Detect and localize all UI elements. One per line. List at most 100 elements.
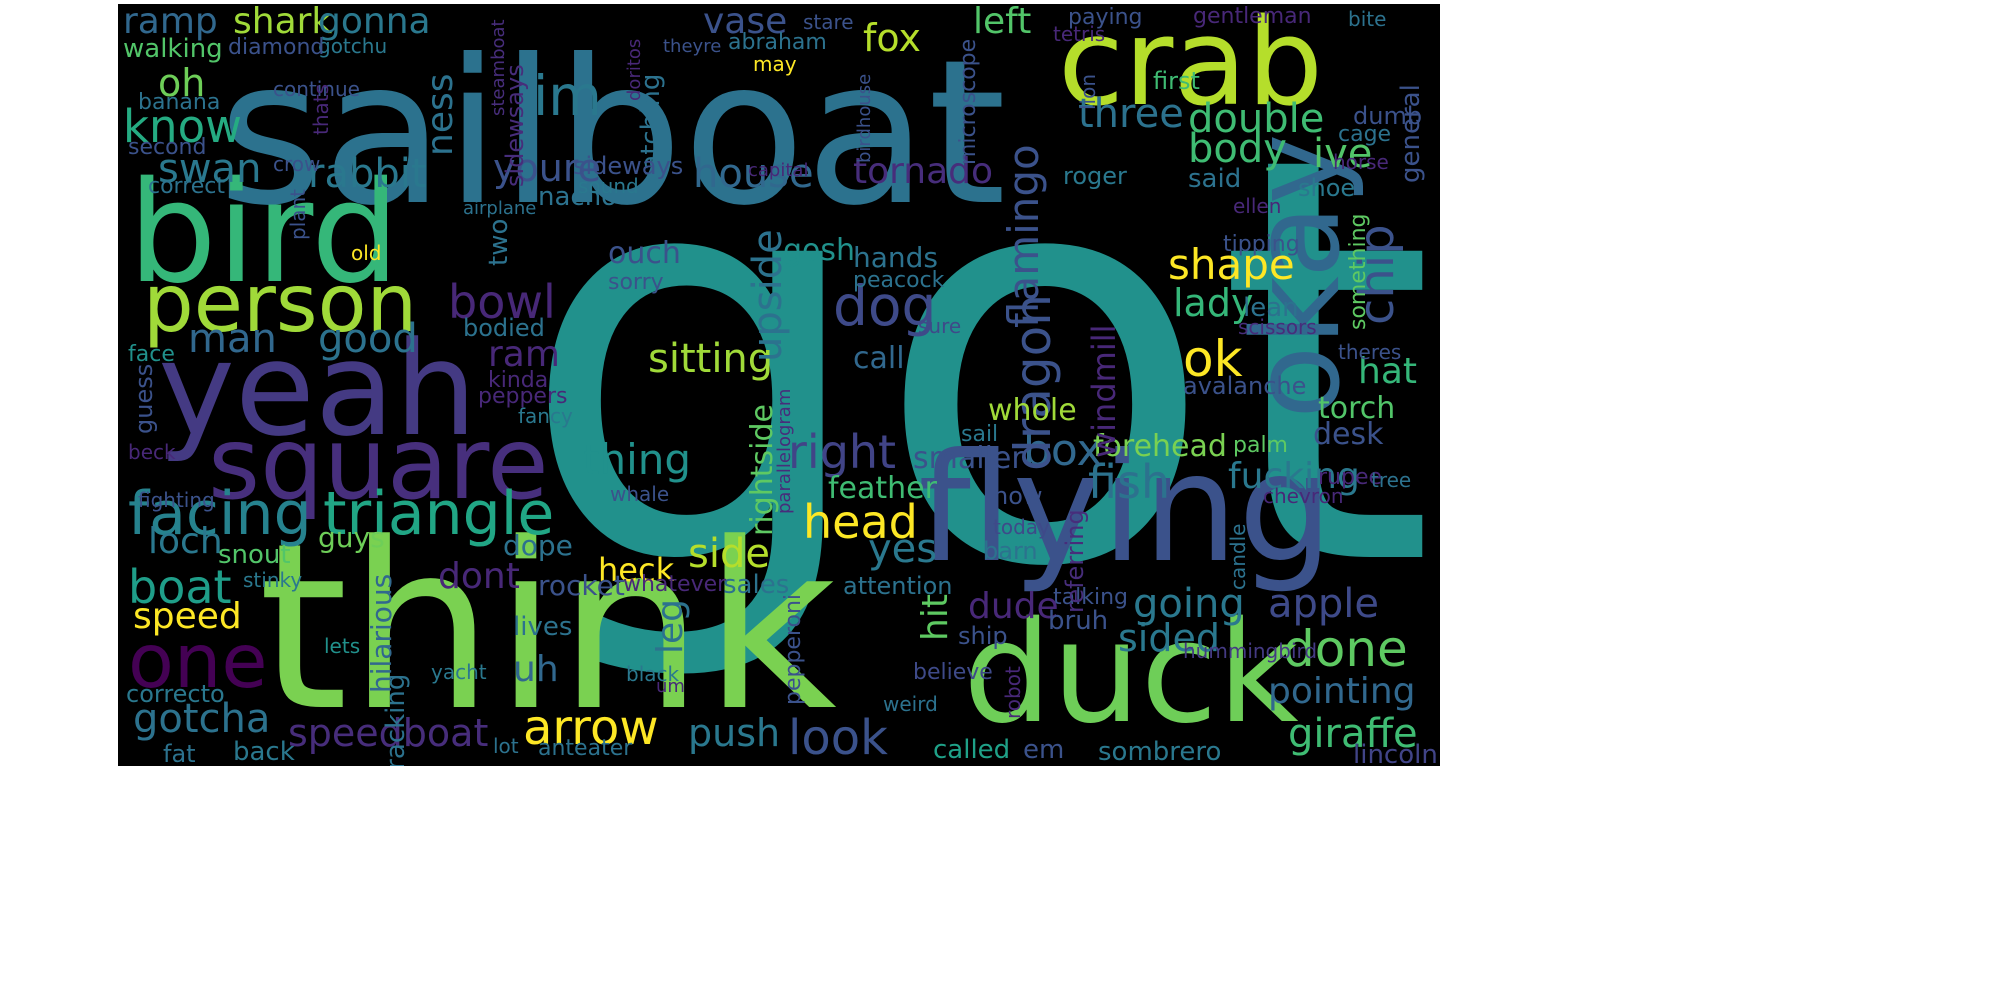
cloud-word-black: black — [626, 662, 680, 686]
cloud-word-arrow: arrow — [523, 700, 659, 756]
cloud-word-thing: thing — [583, 435, 692, 484]
cloud-word-tree: tree — [1371, 468, 1412, 492]
cloud-word-talking: talking — [1053, 585, 1128, 610]
cloud-word-pepperoni: pepperoni — [781, 594, 806, 706]
cloud-word-barn: barn — [983, 537, 1038, 565]
cloud-word-sideways: sideways — [573, 152, 684, 180]
cloud-word-tipping: tipping — [1223, 232, 1300, 257]
cloud-word-lean: lean — [1243, 293, 1299, 323]
cloud-word-dont: dont — [438, 556, 520, 597]
cloud-word-lady: lady — [1173, 281, 1254, 325]
cloud-word-birdhouse: birdhouse — [854, 74, 875, 164]
cloud-word-whatever: whatever — [623, 572, 727, 597]
cloud-word-going: going — [1133, 581, 1245, 627]
cloud-word-stinky: stinky — [243, 568, 303, 592]
cloud-word-done: done — [1283, 620, 1408, 678]
cloud-word-look: look — [788, 710, 888, 766]
cloud-word-first: first — [1153, 67, 1200, 95]
cloud-word-back: back — [233, 737, 295, 766]
cloud-word-continue: continue — [273, 77, 360, 101]
cloud-word-left: left — [973, 4, 1032, 42]
cloud-word-lives: lives — [513, 612, 573, 642]
cloud-word-gonna: gonna — [318, 4, 431, 42]
cloud-word-second: second — [128, 135, 207, 160]
cloud-word-airplane: airplane — [463, 198, 537, 219]
cloud-word-face: face — [128, 342, 175, 367]
cloud-word-hummingbird: hummingbird — [1183, 639, 1318, 663]
cloud-word-yacht: yacht — [431, 660, 487, 684]
cloud-word-gosh: gosh — [783, 233, 856, 268]
cloud-word-youre: youre — [493, 146, 601, 190]
cloud-word-gotchu: gotchu — [318, 34, 388, 58]
cloud-word-peacock: peacock — [853, 268, 945, 293]
cloud-word-sombrero: sombrero — [1098, 737, 1222, 766]
cloud-word-now: now — [993, 482, 1043, 510]
cloud-word-double: double — [1188, 96, 1325, 142]
cloud-word-smaller: smaller — [913, 441, 1024, 476]
cloud-word-fat: fat — [163, 740, 196, 766]
cloud-word-lot: lot — [493, 734, 519, 758]
cloud-word-microscope: microscope — [956, 39, 981, 166]
cloud-word-correcto: correcto — [126, 680, 225, 708]
cloud-word-crow: crow — [273, 152, 321, 176]
cloud-word-square: square — [208, 405, 549, 522]
cloud-word-sitting: sitting — [648, 336, 774, 382]
cloud-word-parallelogram: parallelogram — [774, 389, 795, 515]
cloud-word-upside: upside — [745, 229, 791, 362]
cloud-word-torch: torch — [1318, 391, 1396, 426]
cloud-word-tracking: tracking — [381, 674, 411, 766]
cloud-word-today: today — [993, 515, 1050, 539]
cloud-word-sailboat: sailboat — [218, 17, 1007, 250]
cloud-word-bowl: bowl — [448, 275, 556, 329]
cloud-word-bird: bird — [128, 152, 400, 315]
cloud-word-got: got — [518, 38, 1436, 690]
cloud-word-fox: fox — [863, 16, 921, 60]
cloud-word-body: body — [1188, 126, 1287, 172]
cloud-word-two: two — [484, 219, 514, 267]
cloud-word-facing: facing — [128, 479, 312, 549]
cloud-word-pointing: pointing — [1268, 671, 1416, 712]
cloud-word-plant: plant — [286, 189, 310, 241]
cloud-word-ram: ram — [488, 334, 560, 375]
cloud-word-shark: shark — [233, 4, 333, 42]
cloud-word-ouch: ouch — [608, 236, 681, 271]
cloud-word-tornado: tornado — [853, 151, 994, 192]
cloud-word-man: man — [188, 316, 277, 362]
cloud-word-beck: beck — [128, 440, 176, 464]
cloud-word-good: good — [318, 316, 418, 362]
cloud-word-rocket: rocket — [538, 569, 625, 602]
cloud-word-bodied: bodied — [463, 314, 545, 342]
cloud-word-one: one — [128, 617, 268, 705]
cloud-word-abraham: abraham — [728, 30, 827, 55]
cloud-word-sound: sound — [578, 174, 639, 198]
cloud-word-palm: palm — [1233, 433, 1288, 458]
cloud-word-forehead: forehead — [1093, 429, 1227, 464]
cloud-word-hat: hat — [1358, 351, 1417, 392]
cloud-word-rupee: rupee — [1318, 465, 1383, 490]
cloud-word-desk: desk — [1313, 417, 1384, 452]
cloud-word-leg: leg — [650, 599, 691, 655]
word-cloud: got sailboat think bird yeah flying duck crab ok… — [118, 4, 1440, 766]
cloud-word-box: box — [1023, 425, 1103, 476]
cloud-word-said: said — [1188, 164, 1242, 194]
cloud-word-called: called — [933, 735, 1011, 765]
cloud-word-em: em — [1023, 735, 1065, 765]
cloud-word-theyre: theyre — [663, 36, 722, 57]
cloud-word-referring: referring — [1061, 509, 1089, 613]
cloud-word-whale: whale — [610, 482, 670, 506]
cloud-word-scissors: scissors — [1238, 315, 1317, 339]
cloud-word-sorry: sorry — [608, 270, 664, 295]
cloud-word-peppers: peppers — [478, 384, 568, 409]
cloud-word-fish: fish — [1088, 455, 1171, 509]
cloud-word-push: push — [688, 711, 781, 755]
cloud-word-lets: lets — [324, 634, 361, 658]
cloud-word-snout: snout — [218, 540, 291, 570]
cloud-word-horse: horse — [1333, 150, 1389, 174]
cloud-word-paying: paying — [1068, 5, 1143, 30]
cloud-word-im: im — [533, 64, 602, 128]
cloud-word-fancy: fancy — [518, 404, 573, 428]
cloud-word-walking: walking — [123, 34, 223, 64]
cloud-word-yeah: yeah — [158, 313, 477, 465]
cloud-word-dope: dope — [503, 529, 573, 562]
cloud-word-diamond: diamond — [228, 35, 325, 60]
